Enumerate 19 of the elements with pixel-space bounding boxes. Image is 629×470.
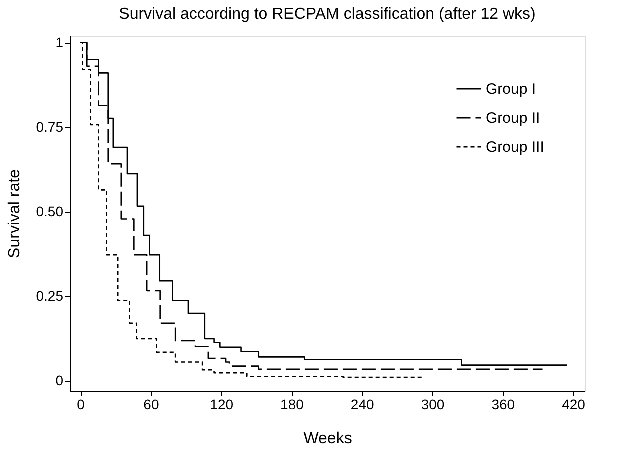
x-tick-label: 360 bbox=[492, 396, 516, 412]
y-tick-label: 0 bbox=[56, 372, 64, 388]
y-tick-label: 0.50 bbox=[36, 203, 64, 220]
y-tick-label: 0.75 bbox=[36, 118, 64, 135]
x-tick-label: 180 bbox=[280, 396, 304, 412]
x-tick-label: 420 bbox=[562, 396, 586, 412]
x-tick-label: 240 bbox=[350, 396, 374, 412]
x-tick-label: 60 bbox=[144, 396, 160, 412]
x-tick-label: 120 bbox=[210, 396, 234, 412]
chart-title: Survival according to RECPAM classification (after 12 wks) bbox=[119, 6, 536, 23]
legend-label: Group II bbox=[486, 110, 540, 127]
legend-label: Group I bbox=[486, 81, 536, 98]
legend-label: Group III bbox=[486, 139, 544, 156]
y-axis-title: Survival rate bbox=[6, 169, 24, 258]
x-tick-label: 300 bbox=[421, 396, 445, 412]
x-tick-label: 0 bbox=[77, 396, 86, 412]
y-tick-label: 1 bbox=[56, 34, 64, 50]
y-tick-label: 0.25 bbox=[36, 288, 64, 304]
x-axis-title: Weeks bbox=[304, 430, 352, 448]
